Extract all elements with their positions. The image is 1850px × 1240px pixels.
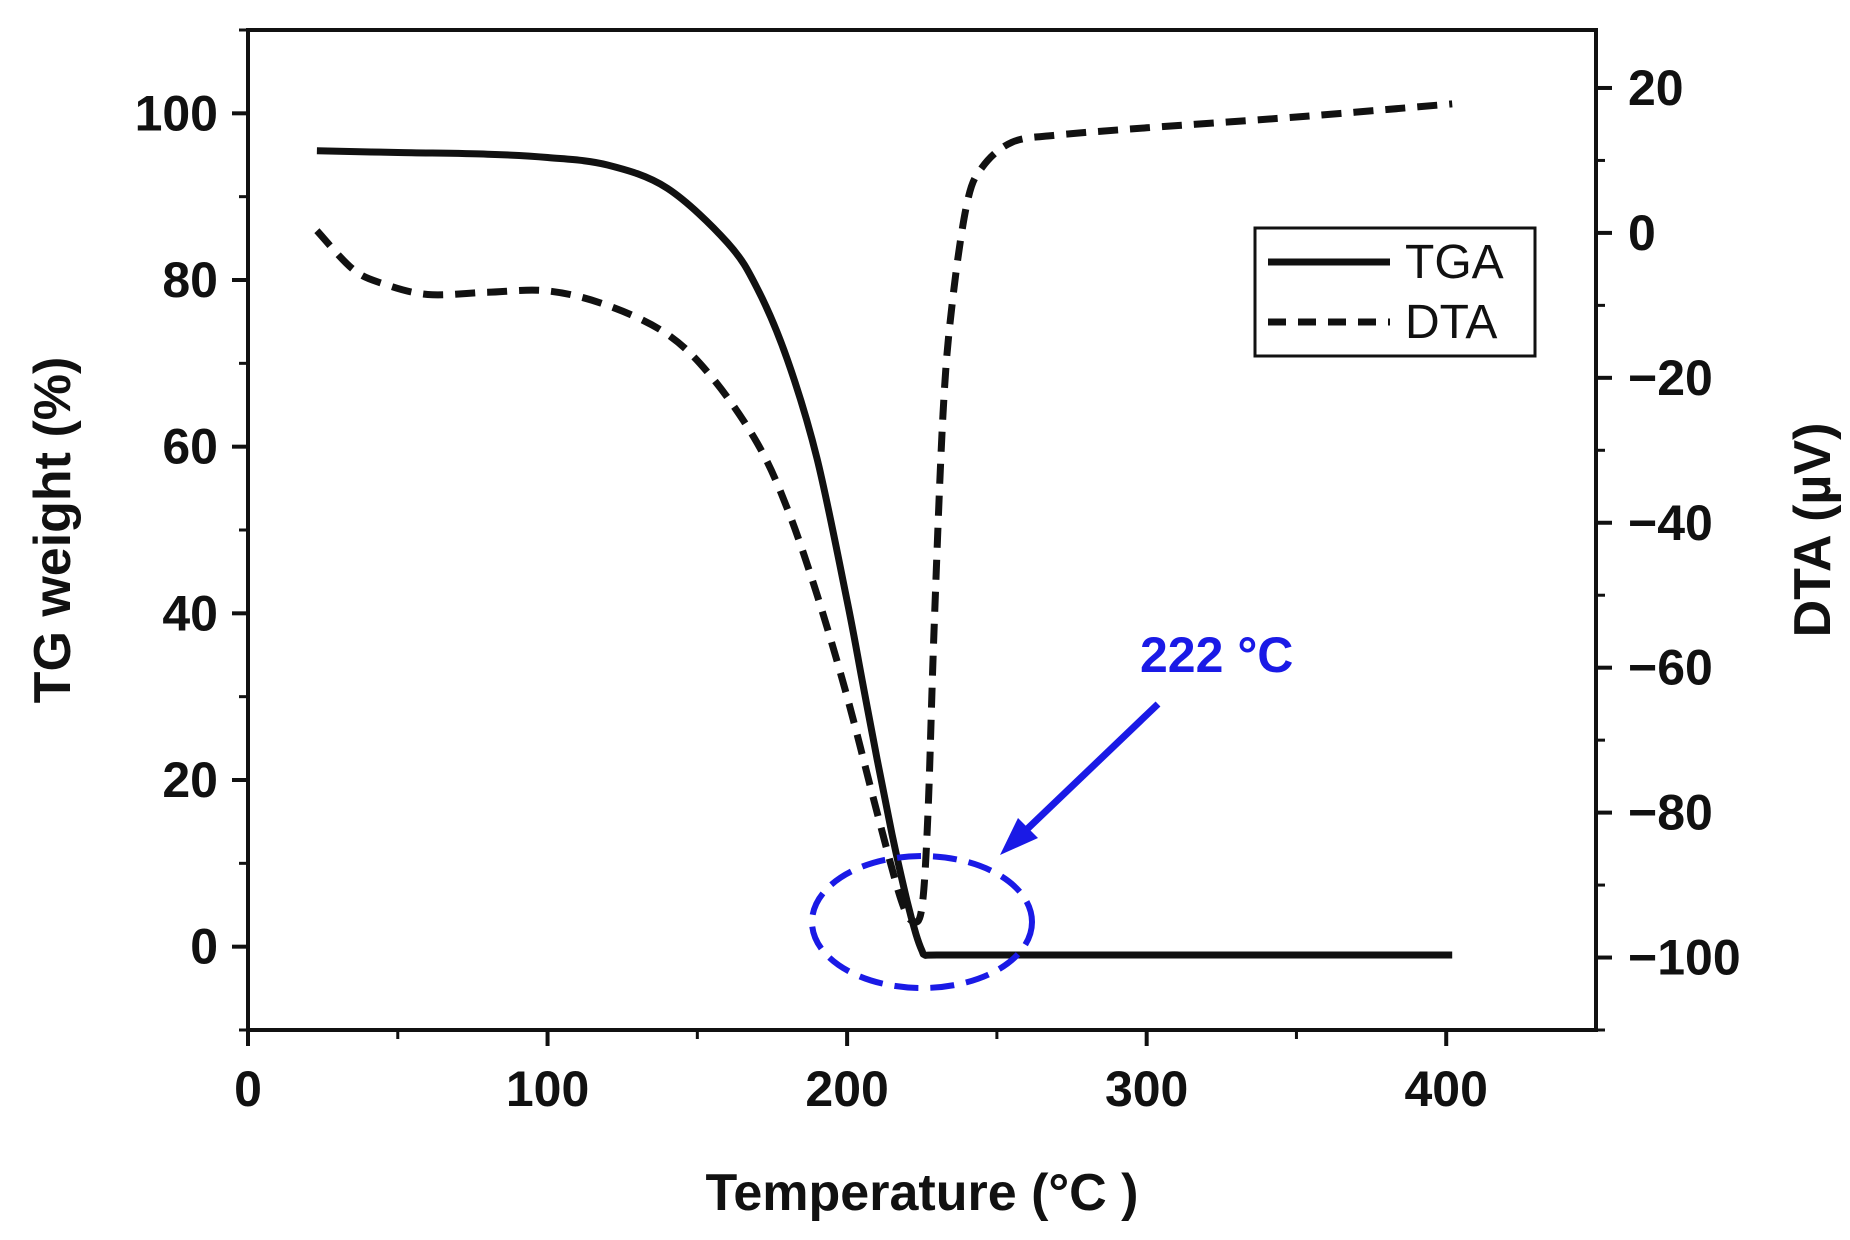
x-tick-label: 400: [1405, 1061, 1488, 1117]
y2-tick-label: −60: [1628, 640, 1713, 696]
onset-annotation: 222 °C: [809, 627, 1293, 991]
legend-dta-label: DTA: [1405, 296, 1497, 349]
x-tick-label: 200: [805, 1061, 888, 1117]
legend-box: [1253, 226, 1537, 358]
y2-tick-label: 0: [1628, 205, 1656, 261]
y2-tick-label: −40: [1628, 495, 1713, 551]
y-tick-label: 60: [162, 419, 218, 475]
annotation-label: 222 °C: [1140, 627, 1293, 683]
y2-tick-label: −20: [1628, 350, 1713, 406]
x-axis-title: Temperature (°C ): [705, 1164, 1138, 1222]
y2-tick-label: −100: [1628, 930, 1741, 986]
x-tick-label: 300: [1105, 1061, 1188, 1117]
x-tick-label: 0: [234, 1061, 262, 1117]
y-axis-title: TG weight (%): [24, 357, 82, 704]
series-line-dta: [314, 100, 1453, 926]
legend: TGA DTA: [1253, 226, 1537, 358]
series-line-tga: [316, 147, 1453, 959]
y2-tick-label: 20: [1628, 60, 1684, 116]
y-tick-label: 40: [162, 585, 218, 641]
plot-frame: [246, 28, 1598, 1032]
y-tick-label: 0: [190, 919, 218, 975]
y2-tick-label: −80: [1628, 785, 1713, 841]
annotation-arrow-shaft: [1019, 701, 1161, 837]
y-tick-label: 100: [135, 85, 218, 141]
y-tick-label: 80: [162, 252, 218, 308]
annotation-ellipse: [809, 853, 1035, 991]
x-tick-label: 100: [506, 1061, 589, 1117]
legend-tga-label: TGA: [1405, 236, 1504, 289]
y-tick-label: 20: [162, 752, 218, 808]
annotation-arrow-head: [1000, 818, 1038, 855]
y2-axis-title: DTA (µV): [1784, 423, 1842, 638]
